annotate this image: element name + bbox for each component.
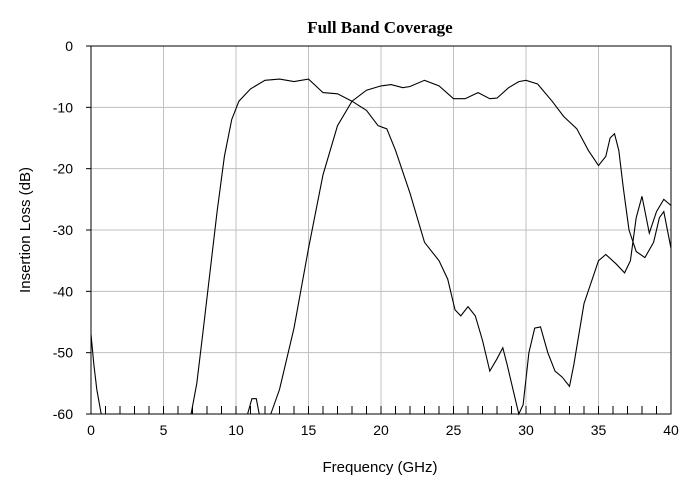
x-tick-label: 35 (591, 422, 607, 438)
x-tick-label: 20 (373, 422, 389, 438)
series-line-2 (247, 79, 672, 415)
x-tick-label: 40 (663, 422, 679, 438)
x-axis-label: Frequency (GHz) (322, 459, 437, 476)
x-tick-label: 15 (301, 422, 317, 438)
y-tick-label: -50 (53, 345, 73, 361)
y-tick-label: -10 (53, 99, 73, 115)
tick-labels: 0 5 10 15 20 25 30 35 40 0 -10 -20 -30 -40 -50 -60 (53, 38, 679, 438)
ticks (86, 45, 672, 415)
x-tick-label: 0 (87, 422, 95, 438)
y-tick-label: 0 (65, 38, 73, 54)
y-axis-label: Insertion Loss (dB) (17, 167, 34, 293)
y-tick-label: -20 (53, 161, 73, 177)
gridlines (91, 46, 671, 414)
series-lines (90, 78, 672, 416)
x-tick-label: 25 (446, 422, 462, 438)
x-tick-label: 5 (160, 422, 168, 438)
x-tick-label: 10 (228, 422, 244, 438)
y-tick-label: -60 (53, 406, 73, 422)
chart-title: Full Band Coverage (307, 18, 453, 37)
y-tick-label: -40 (53, 283, 73, 299)
x-tick-label: 30 (518, 422, 534, 438)
y-tick-label: -30 (53, 222, 73, 238)
series-line-1 (90, 78, 672, 416)
